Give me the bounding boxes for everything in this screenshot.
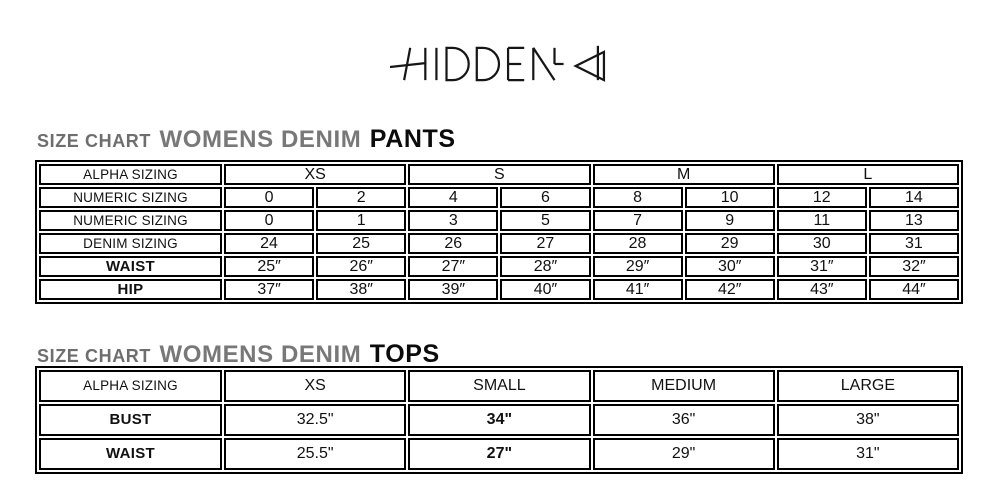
size-cell: 2 — [316, 187, 407, 208]
size-cell: LARGE — [776, 370, 959, 402]
pants-title-emphasis: PANTS — [369, 125, 456, 153]
size-cell: 25″ — [224, 256, 315, 277]
table-row: ALPHA SIZING XS S M L — [39, 164, 959, 185]
tops-title-mid: WOMENS DENIM — [159, 341, 362, 368]
size-cell: 32″ — [868, 256, 959, 277]
row-label: ALPHA SIZING — [39, 164, 222, 185]
size-cell: 30″ — [684, 256, 775, 277]
size-cell: M — [592, 164, 775, 185]
pants-title-prefix: SIZE CHART — [37, 131, 151, 151]
brand-name: HIDDEN — [390, 86, 391, 87]
table-row: NUMERIC SIZING 0 2 4 6 8 10 12 14 — [39, 187, 959, 208]
tops-title-prefix: SIZE CHART — [37, 346, 151, 366]
size-cell: 14 — [868, 187, 959, 208]
size-cell: 29 — [684, 233, 775, 254]
pants-chart-title: SIZE CHART WOMENS DENIM PANTS — [37, 125, 456, 154]
size-cell: SMALL — [408, 370, 591, 402]
row-label: NUMERIC SIZING — [39, 210, 222, 231]
size-cell: 39″ — [408, 279, 499, 300]
size-cell: MEDIUM — [592, 370, 775, 402]
row-label: DENIM SIZING — [39, 233, 222, 254]
tops-title-emphasis: TOPS — [369, 340, 440, 368]
size-cell: 27" — [408, 438, 591, 470]
size-cell: 28 — [592, 233, 683, 254]
size-cell: 0 — [224, 210, 315, 231]
tops-chart-title: SIZE CHART WOMENS DENIM TOPS — [37, 340, 440, 369]
size-cell: 25.5" — [224, 438, 407, 470]
table-row: DENIM SIZING 24 25 26 27 28 29 30 31 — [39, 233, 959, 254]
table-row: ALPHA SIZING XS SMALL MEDIUM LARGE — [39, 370, 959, 402]
size-cell: 25 — [316, 233, 407, 254]
size-cell: S — [408, 164, 591, 185]
size-cell: 6 — [500, 187, 591, 208]
table-row: BUST 32.5" 34" 36" 38" — [39, 404, 959, 436]
size-cell: 31 — [868, 233, 959, 254]
size-cell: 41″ — [592, 279, 683, 300]
size-cell: 13 — [868, 210, 959, 231]
size-cell: L — [776, 164, 959, 185]
size-cell: 40″ — [500, 279, 591, 300]
row-label: WAIST — [39, 438, 222, 470]
size-cell: 44″ — [868, 279, 959, 300]
size-cell: 34" — [408, 404, 591, 436]
size-cell: 0 — [224, 187, 315, 208]
size-cell: 12 — [776, 187, 867, 208]
tops-size-table: ALPHA SIZING XS SMALL MEDIUM LARGE BUST 32.5" 3… — [35, 366, 963, 474]
row-label: ALPHA SIZING — [39, 370, 222, 402]
size-cell: 27 — [500, 233, 591, 254]
row-label: HIP — [39, 279, 222, 300]
size-cell: 8 — [592, 187, 683, 208]
size-cell: 31″ — [776, 256, 867, 277]
size-cell: 43″ — [776, 279, 867, 300]
size-cell: 27″ — [408, 256, 499, 277]
size-cell: 29″ — [592, 256, 683, 277]
size-cell: 1 — [316, 210, 407, 231]
table-row: WAIST 25″ 26″ 27″ 28″ 29″ 30″ 31″ 32″ — [39, 256, 959, 277]
size-cell: 24 — [224, 233, 315, 254]
table-row: HIP 37″ 38″ 39″ 40″ 41″ 42″ 43″ 44″ — [39, 279, 959, 300]
row-label: BUST — [39, 404, 222, 436]
size-cell: 11 — [776, 210, 867, 231]
pants-title-mid: WOMENS DENIM — [159, 126, 362, 153]
size-cell: 32.5" — [224, 404, 407, 436]
brand-logo: HIDDEN — [390, 44, 610, 86]
size-cell: 7 — [592, 210, 683, 231]
size-cell: 9 — [684, 210, 775, 231]
size-cell: 28″ — [500, 256, 591, 277]
size-cell: 36" — [592, 404, 775, 436]
size-cell: XS — [224, 370, 407, 402]
size-cell: 29" — [592, 438, 775, 470]
size-cell: 38″ — [316, 279, 407, 300]
table-row: NUMERIC SIZING 0 1 3 5 7 9 11 13 — [39, 210, 959, 231]
size-cell: 26″ — [316, 256, 407, 277]
size-cell: 42″ — [684, 279, 775, 300]
size-cell: 4 — [408, 187, 499, 208]
size-cell: XS — [224, 164, 407, 185]
size-cell: 5 — [500, 210, 591, 231]
size-cell: 26 — [408, 233, 499, 254]
hidden-wordmark-icon — [390, 45, 606, 82]
pants-size-table: ALPHA SIZING XS S M L NUMERIC SIZING 0 2 4 6 8 10 12… — [35, 160, 963, 304]
size-cell: 3 — [408, 210, 499, 231]
row-label: NUMERIC SIZING — [39, 187, 222, 208]
size-cell: 10 — [684, 187, 775, 208]
size-cell: 37″ — [224, 279, 315, 300]
size-cell: 31" — [776, 438, 959, 470]
size-cell: 30 — [776, 233, 867, 254]
row-label: WAIST — [39, 256, 222, 277]
size-cell: 38" — [776, 404, 959, 436]
table-row: WAIST 25.5" 27" 29" 31" — [39, 438, 959, 470]
